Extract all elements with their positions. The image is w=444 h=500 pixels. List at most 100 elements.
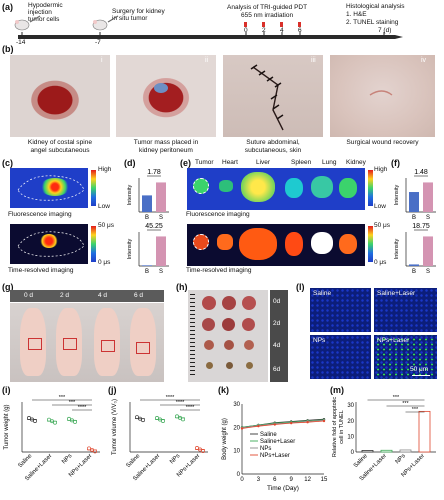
ratio-label: 1.48 [414, 169, 428, 176]
photo-tumor-mass [116, 55, 216, 137]
significance-label: **** [78, 405, 87, 411]
roman-i: i [101, 57, 103, 64]
panel-label-e: (e) [180, 158, 191, 168]
timeline-arrow [14, 15, 403, 39]
significance-label: **** [186, 405, 195, 411]
bar-B [409, 192, 419, 212]
organ-lung: Lung [322, 159, 337, 166]
tumor-day-4: 4d [273, 342, 281, 349]
organ-heart: Heart [222, 159, 238, 166]
tick-label: S [426, 215, 430, 220]
us50-label-e: 50 μs [374, 222, 391, 229]
time-resolved-caption-c: Time-resolved imaging [8, 267, 74, 274]
tick-m14: -14 [16, 39, 26, 46]
time-resolved-image [10, 224, 88, 264]
ratio-label: 18.75 [412, 223, 430, 230]
bar-NPs [399, 449, 412, 453]
panel-label-k: (k) [218, 385, 229, 395]
series-line-NPs [241, 419, 325, 429]
roman-iii: iii [311, 57, 316, 64]
data-point [33, 419, 37, 423]
panel-label-i: (i) [2, 385, 11, 395]
photo-wound-recovery [330, 55, 435, 137]
x-tick-label: 15 [321, 477, 328, 483]
caption-iv: Surgical wound recovery [346, 139, 419, 146]
panel-label-a: (a) [2, 2, 13, 12]
x-tick-label: Saline [353, 453, 370, 470]
y-tick-label: 10 [233, 449, 240, 455]
y-tick-label: 0 [237, 472, 241, 478]
y-axis-label: cell in TUNEL [339, 410, 345, 444]
scale-label: 50 μm [410, 366, 429, 373]
tick-7d: 7 (d) [378, 27, 392, 34]
tunel-saline-laser [374, 288, 437, 332]
significance-label: *** [59, 395, 66, 401]
data-point [161, 419, 165, 423]
us0-label-e: 0 μs [374, 259, 387, 266]
legend-label: Saline [260, 432, 277, 438]
mice-day-0: 0 d [24, 292, 34, 299]
colorbar-organ-fluorescence [368, 170, 373, 206]
colorbar-fluorescence [91, 170, 96, 206]
series-point [240, 427, 244, 430]
tunel-nps [310, 335, 371, 379]
bar-Saline+Laser [380, 449, 393, 453]
time-resolved-caption-e: Time-resolved imaging [186, 267, 252, 274]
tumor-day-strip [270, 290, 288, 382]
photo-suture [223, 55, 323, 137]
bar-S [423, 182, 433, 212]
y-axis-label: Intensity [127, 239, 133, 260]
tick-label: B [145, 269, 149, 275]
tick-label: S [159, 269, 163, 275]
y-axis-label: Relative fold of apoptotic [332, 397, 338, 457]
mice-day-4: 4 d [98, 292, 108, 299]
timeline-step3: Analysis of TRI-guided PDT 655 nm irradi… [227, 4, 308, 19]
tick-6: 6 [298, 27, 302, 34]
us0-label-c: 0 μs [98, 259, 111, 266]
photo-kidney-subcutaneous [10, 55, 110, 137]
y-tick-label: 30 [347, 403, 354, 409]
timeline-step1: Hypodermic injection tumor cells [28, 2, 63, 23]
data-point [181, 417, 185, 422]
roman-ii: ii [205, 57, 209, 64]
tunel-saline [310, 288, 371, 332]
x-tick-label: 9 [290, 477, 294, 483]
panel-label-l: (l) [296, 282, 305, 292]
bar-NPs+Laser [418, 410, 431, 453]
scale-bar [412, 375, 430, 376]
roman-iv: iv [421, 57, 427, 64]
organ-fluorescence-image [187, 168, 365, 210]
x-tick-label: Saline [17, 453, 34, 470]
bar-B [142, 195, 152, 212]
x-tick-label: NPs [395, 453, 407, 465]
x-tick-label: 6 [273, 477, 277, 483]
y-tick-label: 10 [347, 434, 354, 440]
bar-S [423, 236, 433, 266]
x-tick-label: NPs [169, 453, 181, 465]
y-axis-label: Body weight (g) [222, 418, 228, 460]
x-tick-label: 0 [240, 477, 244, 483]
data-point [93, 449, 97, 454]
data-point [53, 420, 57, 425]
x-tick-label: Saline [125, 453, 142, 470]
bar-chart-f-bottom: Intensity B S 18.75 [394, 223, 436, 275]
high-label-e: High [374, 166, 388, 173]
mice-day-6: 6 d [134, 292, 144, 299]
series-point [273, 423, 276, 426]
bar-S [156, 182, 166, 212]
significance-label: *** [393, 395, 400, 401]
panel-label-m: (m) [330, 385, 344, 395]
chart-m: Relative fold of apoptotic cell in TUNEL 0… [332, 395, 436, 482]
chart-k: Body weight (g) Time (Day) 0 3 6 9 12 15 0 10 20 30… [222, 402, 328, 492]
tumor-day-2: 2d [273, 320, 281, 327]
low-label-e: Low [374, 203, 386, 210]
tunel-label-nps-laser: NPs+Laser [377, 337, 410, 344]
bar-B [409, 264, 419, 266]
caption-ii: Tumor mass placed in kidney peritoneum [133, 139, 199, 154]
significance-label: **** [176, 400, 185, 406]
tunel-label-saline: Saline [313, 290, 332, 297]
low-label-c: Low [98, 203, 110, 210]
series-line-Saline+Laser [241, 419, 325, 428]
